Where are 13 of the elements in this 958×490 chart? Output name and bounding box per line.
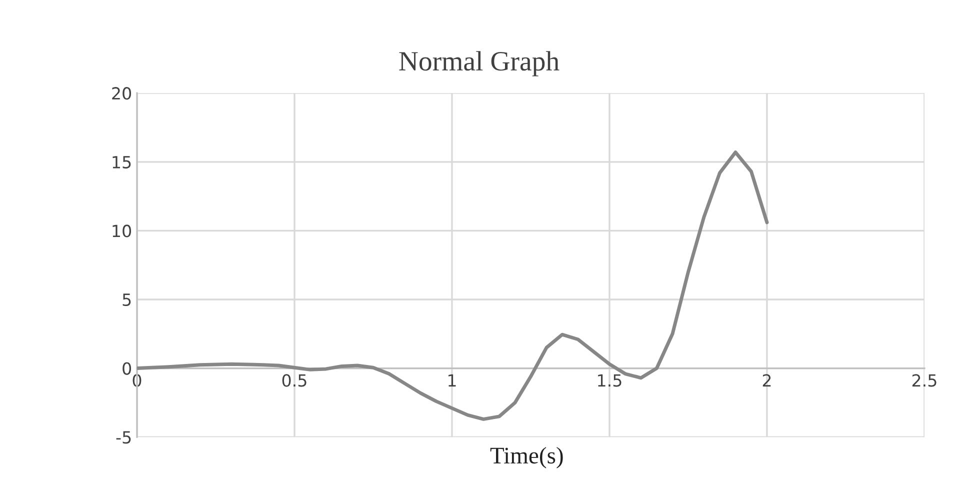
x-tick-label: 0.5 <box>282 374 306 387</box>
y-tick-label: 20 <box>112 87 132 100</box>
y-tick-label: 10 <box>112 224 132 238</box>
y-tick-label: 0 <box>122 362 132 375</box>
x-tick-label: 2.5 <box>912 374 936 387</box>
y-tick-label: 15 <box>112 156 131 168</box>
chart-title: Normal Graph <box>399 51 560 76</box>
x-axis-title: Time(s) <box>490 446 563 468</box>
x-tick-label: 1.5 <box>598 374 622 387</box>
y-tick-label: -5 <box>116 431 131 444</box>
y-tick-label: 5 <box>122 294 131 306</box>
x-tick-label: 2 <box>762 374 771 387</box>
x-tick-label: 1 <box>448 374 456 387</box>
